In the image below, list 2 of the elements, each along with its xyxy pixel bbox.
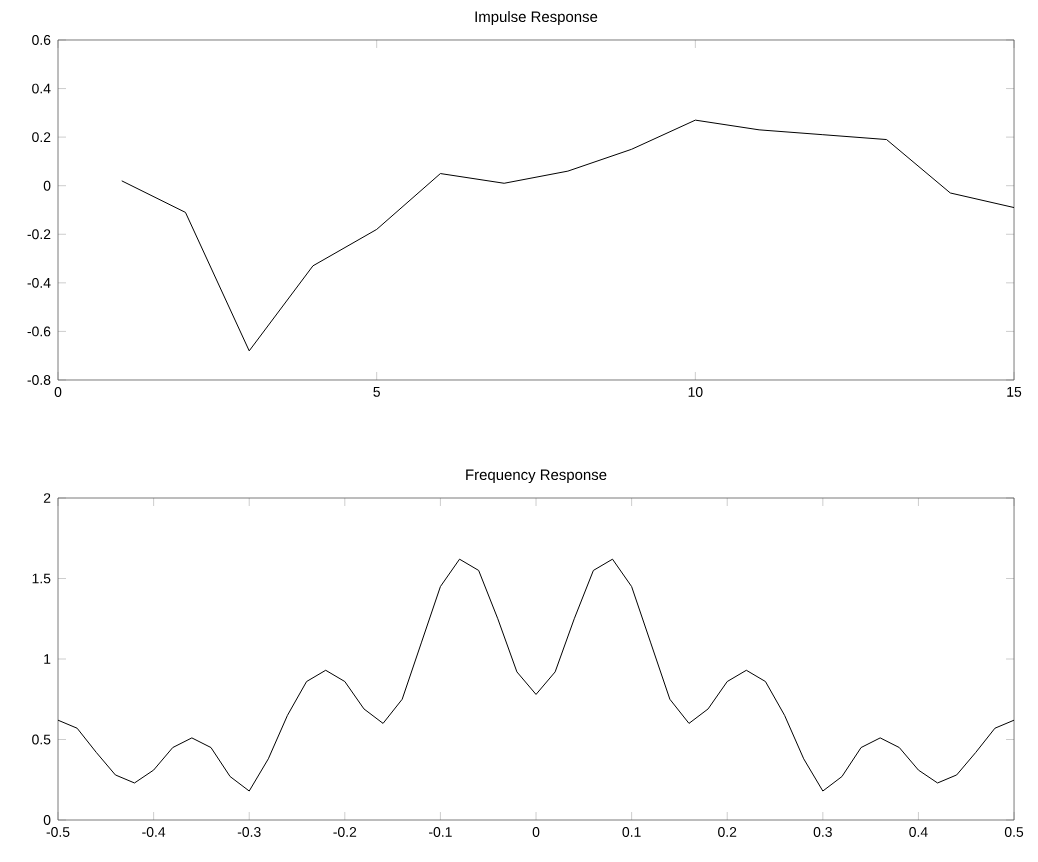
line-series — [58, 558, 1015, 792]
line-series — [121, 119, 1015, 352]
